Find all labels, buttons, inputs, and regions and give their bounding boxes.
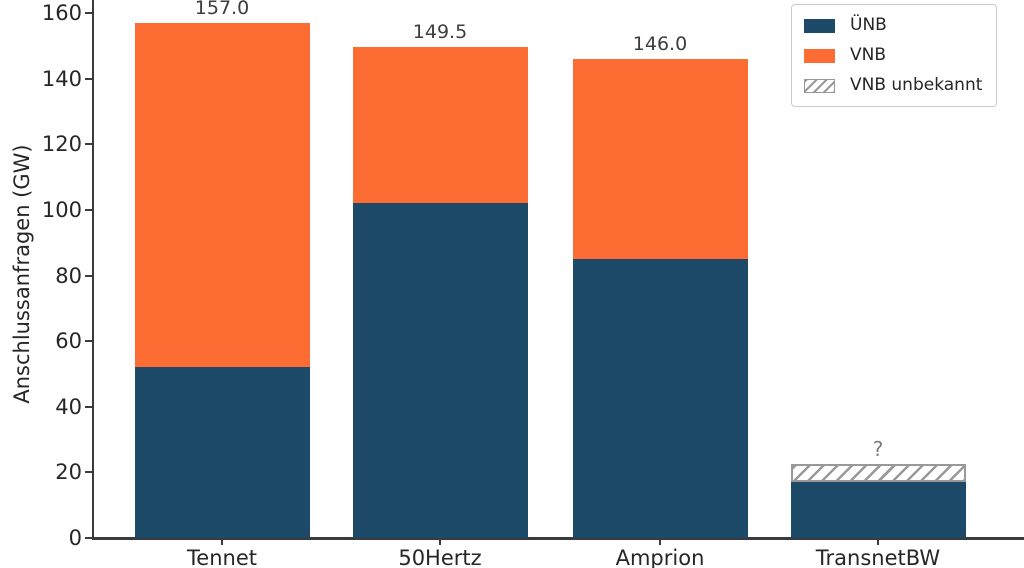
legend-item-unb: ÜNB: [804, 15, 982, 36]
x-tick-mark: [221, 539, 223, 545]
bar-segment-vnb: [572, 58, 748, 260]
y-tick-mark: [85, 405, 92, 408]
bar-segment-ünb: [352, 203, 528, 538]
y-tick-label: 40: [55, 394, 82, 419]
legend-label-vnb-unbekannt: VNB unbekannt: [850, 75, 983, 95]
y-tick-mark: [85, 77, 92, 80]
x-axis-spine: [92, 537, 1024, 540]
x-tick-label: Amprion: [615, 546, 705, 568]
bar-total-label: 146.0: [632, 32, 688, 55]
y-tick-label: 160: [41, 1, 82, 25]
y-tick-mark: [85, 143, 92, 146]
y-tick-mark: [85, 12, 92, 14]
legend-swatch-vnb: [804, 48, 835, 63]
legend-item-vnb-unbekannt: VNB unbekannt: [804, 75, 982, 96]
y-tick-label: 60: [55, 329, 82, 354]
x-tick-label: 50Hertz: [398, 546, 482, 568]
y-tick-mark: [85, 471, 92, 474]
bar-segment-vnb-unbekannt: [790, 464, 966, 483]
x-tick-label: TransnetBW: [815, 546, 941, 568]
x-tick-mark: [877, 539, 879, 545]
bar-segment-ünb: [134, 367, 310, 538]
legend-label-unb: ÜNB: [850, 15, 887, 35]
legend-label-vnb: VNB: [850, 45, 887, 65]
bar-total-label: ?: [872, 437, 884, 462]
x-tick-mark: [439, 539, 441, 545]
bar-segment-vnb: [134, 22, 310, 368]
bar-total-label: 157.0: [194, 0, 250, 19]
y-tick-mark: [85, 274, 92, 277]
y-tick-label: 100: [41, 197, 82, 222]
y-axis-spine: [92, 0, 94, 540]
y-tick-mark: [85, 537, 92, 539]
legend: ÜNB VNB VNB unbekannt: [791, 4, 998, 107]
bar-total-label: 149.5: [412, 21, 468, 44]
y-tick-mark: [85, 340, 92, 343]
bar-segment-vnb: [352, 47, 528, 204]
legend-item-vnb: VNB: [804, 45, 982, 66]
x-tick-mark: [659, 539, 661, 545]
y-tick-mark: [85, 208, 92, 211]
legend-swatch-vnb-unbekannt: [804, 78, 835, 93]
y-tick-label: 20: [55, 460, 82, 485]
legend-swatch-unb: [804, 18, 835, 33]
x-tick-label: Tennet: [187, 546, 257, 568]
bar-segment-ünb: [790, 482, 966, 538]
y-tick-label: 80: [55, 263, 82, 288]
y-tick-label: 120: [41, 132, 82, 157]
y-tick-label: 140: [41, 66, 82, 91]
y-tick-label: 0: [68, 526, 82, 550]
bar-segment-ünb: [572, 259, 748, 538]
